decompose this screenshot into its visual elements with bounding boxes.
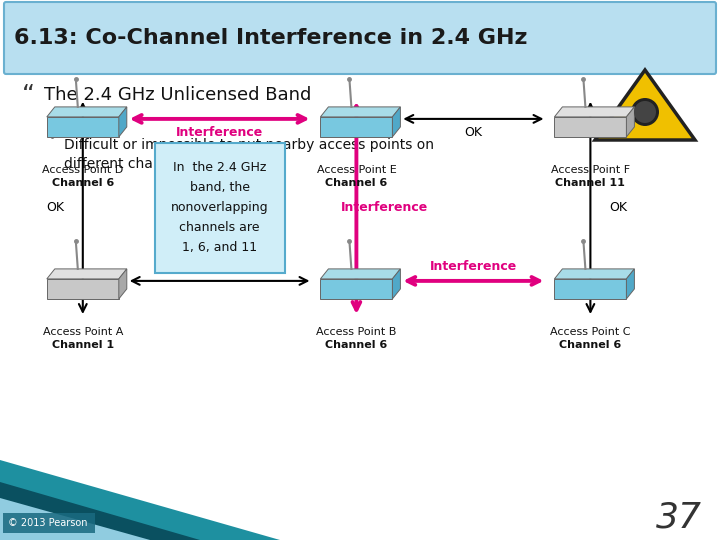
Text: Channel 6: Channel 6 (325, 340, 387, 350)
Polygon shape (554, 269, 634, 279)
Text: Channel 1: Channel 1 (52, 340, 114, 350)
Polygon shape (554, 107, 634, 117)
Polygon shape (119, 269, 127, 299)
FancyBboxPatch shape (554, 279, 626, 299)
Polygon shape (320, 269, 400, 279)
Text: “: “ (22, 83, 35, 106)
Polygon shape (392, 269, 400, 299)
FancyBboxPatch shape (320, 117, 392, 137)
FancyBboxPatch shape (3, 513, 95, 533)
Text: Interference: Interference (341, 201, 428, 214)
Text: OK: OK (609, 201, 627, 214)
Text: © 2013 Pearson: © 2013 Pearson (8, 518, 88, 528)
Text: 6.13: Co-Channel Interference in 2.4 GHz: 6.13: Co-Channel Interference in 2.4 GHz (14, 28, 528, 48)
Text: OK: OK (464, 126, 482, 139)
Text: Channel 11: Channel 11 (555, 178, 626, 188)
Polygon shape (119, 107, 127, 137)
Text: ◦: ◦ (48, 130, 57, 145)
Polygon shape (392, 107, 400, 137)
Text: Channel 6: Channel 6 (559, 340, 621, 350)
Text: Access Point A: Access Point A (42, 327, 123, 337)
Polygon shape (595, 70, 695, 140)
Polygon shape (320, 107, 400, 117)
FancyBboxPatch shape (320, 279, 392, 299)
Text: Access Point E: Access Point E (317, 165, 396, 175)
Text: The 2.4 GHz Unlicensed Band: The 2.4 GHz Unlicensed Band (44, 85, 311, 104)
Text: Access Point B: Access Point B (316, 327, 397, 337)
Polygon shape (47, 107, 127, 117)
Polygon shape (626, 107, 634, 137)
Text: OK: OK (46, 201, 64, 214)
Text: Channel 6: Channel 6 (52, 178, 114, 188)
FancyBboxPatch shape (4, 2, 716, 74)
Polygon shape (626, 269, 634, 299)
Text: Interference: Interference (430, 260, 517, 273)
Text: Access Point C: Access Point C (550, 327, 631, 337)
Text: Access Point F: Access Point F (551, 165, 630, 175)
Polygon shape (0, 498, 150, 540)
Polygon shape (0, 482, 200, 540)
Text: 37: 37 (656, 501, 702, 535)
FancyBboxPatch shape (47, 117, 119, 137)
Text: Channel 6: Channel 6 (325, 178, 387, 188)
Polygon shape (47, 269, 127, 279)
Text: OK: OK (210, 260, 229, 273)
Text: Interference: Interference (176, 126, 264, 139)
Text: Access Point D: Access Point D (42, 165, 123, 175)
Polygon shape (0, 460, 280, 540)
FancyBboxPatch shape (554, 117, 626, 137)
FancyBboxPatch shape (155, 143, 284, 273)
Circle shape (631, 98, 659, 126)
FancyBboxPatch shape (47, 279, 119, 299)
Text: Difficult or impossible to put nearby access points on
different channels: Difficult or impossible to put nearby ac… (64, 138, 434, 171)
Text: In  the 2.4 GHz
band, the
nonoverlapping
channels are
1, 6, and 11: In the 2.4 GHz band, the nonoverlapping … (171, 161, 269, 254)
Circle shape (634, 101, 656, 123)
